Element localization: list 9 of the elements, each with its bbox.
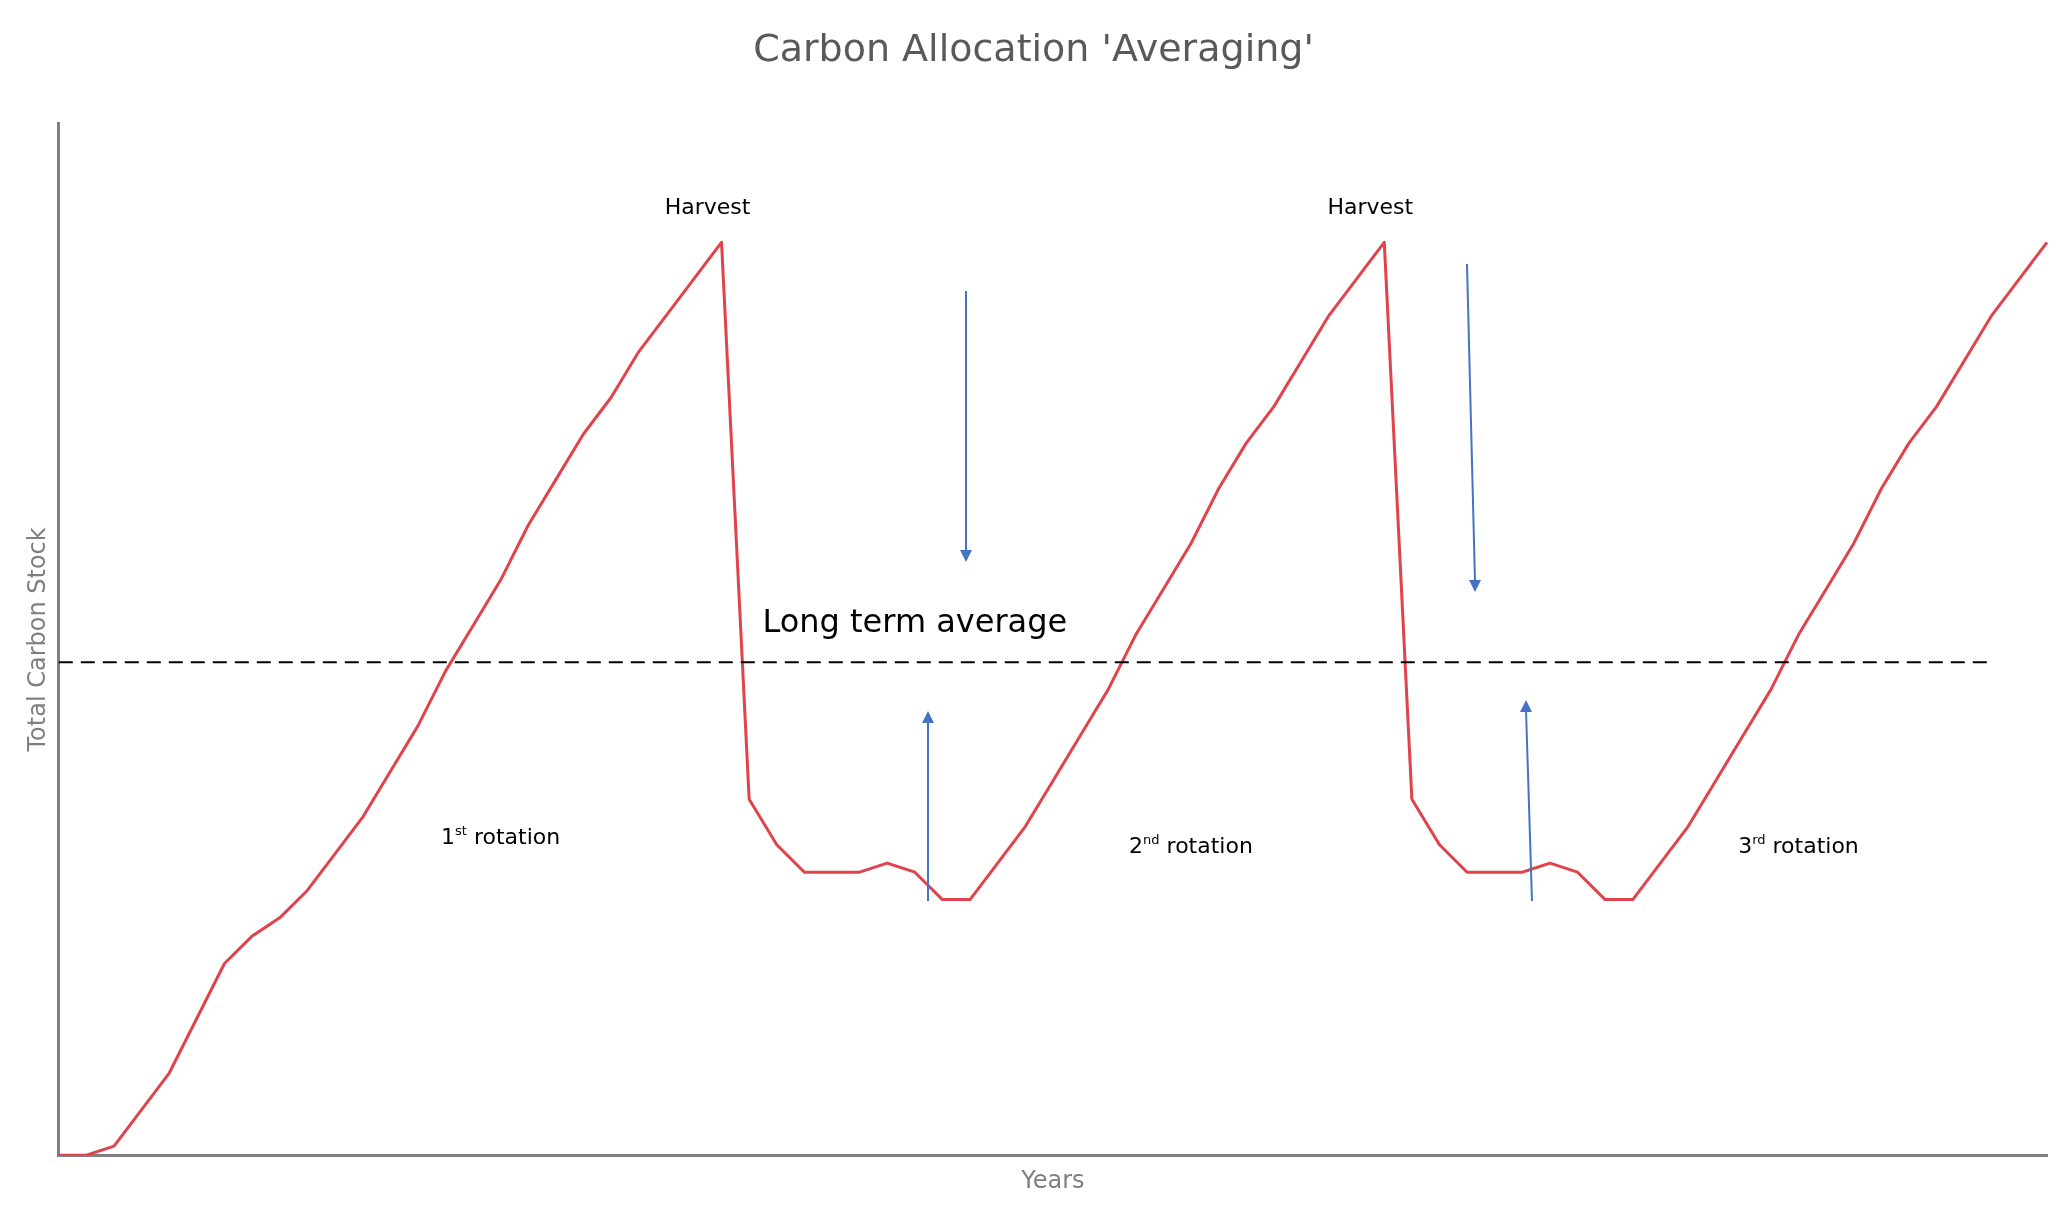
text: Harvest — [664, 193, 751, 219]
y-axis-title: Total Carbon Stock — [22, 527, 51, 753]
x-axis-title: Years — [1020, 1165, 1085, 1194]
text: Harvest — [1327, 193, 1414, 219]
chart-title: Carbon Allocation 'Averaging' — [753, 25, 1314, 70]
ref-line-label: Long term average — [762, 602, 1068, 641]
annotation: 2$^{nd}$ rotation — [1129, 832, 1253, 858]
annotation: 3$^{rd}$ rotation — [1738, 832, 1859, 858]
annotation: 1$^{st}$ rotation — [441, 823, 561, 849]
